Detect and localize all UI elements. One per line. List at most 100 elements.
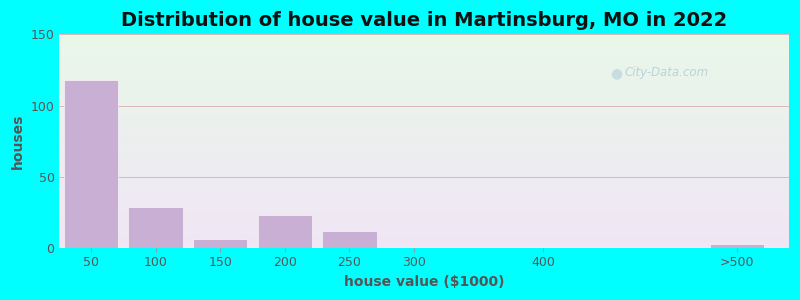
Bar: [58, 166, 789, 167]
Bar: [58, 128, 789, 130]
Bar: [58, 89, 789, 90]
Bar: [58, 44, 789, 45]
Bar: [58, 205, 789, 206]
Bar: [58, 136, 789, 137]
Y-axis label: houses: houses: [11, 113, 25, 169]
Bar: [58, 123, 789, 124]
Bar: [58, 68, 789, 69]
Bar: [58, 139, 789, 140]
Title: Distribution of house value in Martinsburg, MO in 2022: Distribution of house value in Martinsbu…: [121, 11, 727, 30]
Bar: [58, 190, 789, 191]
Bar: [58, 104, 789, 105]
Bar: [58, 90, 789, 91]
Bar: [58, 133, 789, 134]
Bar: [58, 167, 789, 168]
Bar: [58, 88, 789, 89]
Bar: [58, 154, 789, 155]
Bar: [58, 76, 789, 77]
Bar: [58, 219, 789, 220]
Bar: [58, 222, 789, 224]
Bar: [58, 220, 789, 221]
Bar: [64, 80, 118, 248]
Bar: [58, 71, 789, 72]
Bar: [58, 103, 789, 104]
Bar: [58, 235, 789, 236]
Bar: [58, 246, 789, 247]
Bar: [58, 91, 789, 92]
Bar: [58, 158, 789, 159]
Bar: [58, 69, 789, 70]
Bar: [58, 50, 789, 52]
Bar: [58, 52, 789, 54]
Bar: [58, 100, 789, 101]
Bar: [58, 180, 789, 181]
Bar: [58, 198, 789, 199]
Bar: [58, 57, 789, 58]
Bar: [58, 226, 789, 228]
Bar: [58, 247, 789, 248]
Bar: [58, 138, 789, 139]
Bar: [58, 106, 789, 107]
Bar: [58, 206, 789, 207]
Bar: [58, 214, 789, 215]
Bar: [58, 144, 789, 145]
Bar: [58, 178, 789, 180]
Bar: [193, 239, 247, 248]
Bar: [58, 135, 789, 136]
Bar: [58, 244, 789, 245]
Bar: [58, 172, 789, 173]
Bar: [58, 116, 789, 117]
Bar: [58, 79, 789, 80]
Text: City-Data.com: City-Data.com: [625, 66, 709, 80]
Bar: [58, 151, 789, 152]
Bar: [58, 98, 789, 100]
Bar: [58, 188, 789, 189]
Bar: [58, 171, 789, 172]
Bar: [58, 160, 789, 161]
Bar: [58, 148, 789, 149]
Bar: [58, 183, 789, 184]
Bar: [58, 208, 789, 210]
Bar: [58, 70, 789, 71]
Bar: [387, 247, 442, 248]
Bar: [58, 224, 789, 226]
Bar: [58, 168, 789, 169]
Bar: [58, 92, 789, 93]
Bar: [58, 38, 789, 39]
Bar: [58, 199, 789, 200]
Bar: [58, 67, 789, 68]
Bar: [58, 93, 789, 94]
Bar: [58, 152, 789, 153]
Bar: [58, 108, 789, 109]
Bar: [58, 212, 789, 213]
Bar: [58, 216, 789, 217]
Bar: [58, 233, 789, 234]
Bar: [58, 107, 789, 108]
Bar: [58, 169, 789, 170]
Bar: [58, 100, 789, 102]
Bar: [58, 186, 789, 187]
Bar: [58, 238, 789, 239]
Bar: [58, 59, 789, 60]
Bar: [58, 189, 789, 190]
Bar: [58, 122, 789, 123]
Bar: [58, 77, 789, 78]
Bar: [58, 202, 789, 203]
Bar: [58, 187, 789, 188]
Bar: [58, 109, 789, 110]
Bar: [58, 39, 789, 40]
Bar: [58, 118, 789, 119]
Bar: [58, 217, 789, 218]
Bar: [58, 134, 789, 135]
Bar: [58, 140, 789, 141]
Bar: [58, 182, 789, 183]
Bar: [58, 78, 789, 79]
Bar: [58, 231, 789, 232]
Bar: [58, 45, 789, 46]
Bar: [58, 164, 789, 165]
Bar: [58, 56, 789, 57]
Bar: [322, 231, 377, 248]
Bar: [58, 221, 789, 222]
Bar: [58, 85, 789, 86]
Bar: [58, 102, 789, 103]
